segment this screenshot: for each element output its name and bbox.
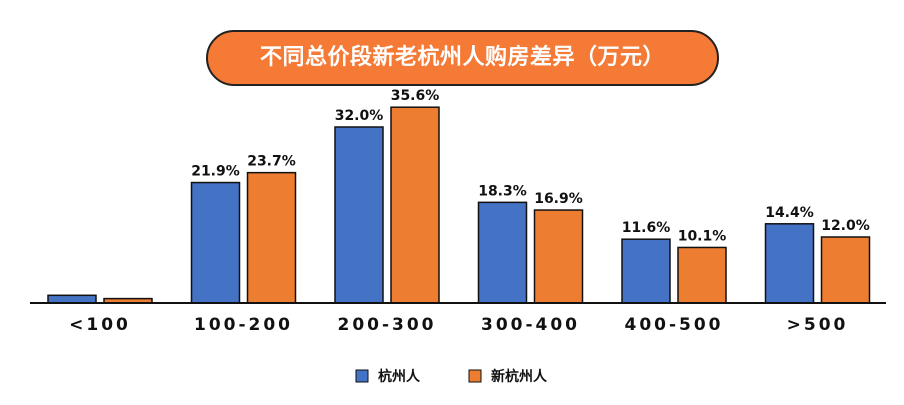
data-label: 12.0% [821, 218, 870, 234]
bar-new-hangzhou-1 [246, 171, 297, 304]
legend-swatch [468, 369, 482, 383]
data-label: 35.6% [391, 88, 440, 104]
bar-hangzhou-5 [764, 223, 815, 304]
bar-new-hangzhou-5 [820, 236, 871, 304]
data-label: 32.0% [335, 108, 384, 124]
data-label: 11.6% [622, 220, 671, 236]
bar-hangzhou-2 [334, 126, 384, 304]
data-label: 10.1% [678, 228, 727, 244]
data-label: 21.9% [191, 164, 240, 180]
bar-new-hangzhou-3 [533, 209, 584, 304]
bar-hangzhou-3 [477, 201, 528, 304]
data-label: 16.9% [534, 191, 583, 207]
x-tick-label: >500 [787, 315, 849, 335]
x-tick-label: 400-500 [624, 315, 723, 335]
x-tick-label: 200-300 [337, 315, 436, 335]
legend-swatch [355, 369, 369, 383]
data-label: 18.3% [478, 183, 527, 199]
chart-title: 不同总价段新老杭州人购房差异（万元） [206, 30, 719, 86]
data-label: 23.7% [247, 154, 296, 170]
bar-new-hangzhou-4 [677, 246, 727, 304]
bar-hangzhou-4 [621, 238, 671, 304]
legend-label: 杭州人 [378, 368, 421, 385]
x-tick-label: 100-200 [194, 315, 293, 335]
legend-label: 新杭州人 [491, 368, 548, 385]
data-label: 14.4% [765, 205, 814, 221]
x-tick-label: <100 [69, 315, 131, 335]
bar-hangzhou-0 [47, 294, 97, 304]
bar-new-hangzhou-2 [390, 106, 440, 304]
bar-hangzhou-1 [190, 181, 241, 304]
x-tick-label: 300-400 [481, 315, 580, 335]
